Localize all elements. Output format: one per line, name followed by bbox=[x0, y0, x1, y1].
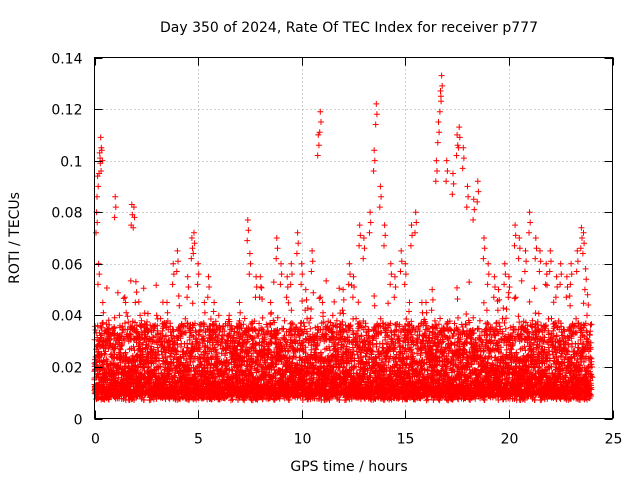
data-point bbox=[285, 299, 292, 306]
data-point bbox=[124, 313, 131, 320]
data-points bbox=[91, 72, 596, 404]
data-point bbox=[299, 298, 306, 304]
data-point bbox=[121, 294, 128, 301]
data-point bbox=[186, 372, 193, 379]
data-point bbox=[94, 322, 101, 329]
data-point bbox=[154, 344, 161, 351]
data-point bbox=[111, 314, 118, 321]
data-point bbox=[182, 323, 188, 330]
data-point bbox=[280, 325, 287, 332]
data-point bbox=[167, 323, 174, 330]
data-point bbox=[297, 320, 304, 327]
data-point bbox=[147, 379, 154, 386]
data-point bbox=[336, 285, 343, 292]
data-point bbox=[157, 315, 164, 322]
data-point bbox=[145, 310, 151, 317]
data-point bbox=[281, 317, 288, 324]
data-point bbox=[166, 373, 173, 380]
data-point bbox=[175, 293, 182, 299]
x-axis-label: GPS time / hours bbox=[290, 459, 407, 475]
data-point bbox=[127, 381, 134, 388]
data-point bbox=[331, 298, 338, 305]
data-point bbox=[371, 302, 378, 309]
data-point bbox=[323, 277, 330, 284]
data-point bbox=[182, 351, 189, 357]
data-point bbox=[162, 333, 169, 340]
data-point bbox=[307, 325, 314, 332]
data-point bbox=[174, 341, 181, 348]
data-point bbox=[111, 325, 118, 332]
data-point bbox=[307, 315, 314, 322]
data-point bbox=[371, 293, 378, 299]
data-point bbox=[119, 340, 126, 347]
data-point bbox=[153, 282, 160, 289]
data-point bbox=[101, 351, 108, 358]
data-point bbox=[169, 367, 176, 374]
data-point bbox=[186, 336, 193, 343]
data-point bbox=[172, 374, 179, 381]
data-point bbox=[96, 367, 103, 374]
data-point bbox=[152, 358, 159, 365]
data-point bbox=[176, 302, 183, 309]
data-point bbox=[127, 277, 134, 284]
data-point bbox=[308, 306, 315, 313]
data-point bbox=[141, 396, 147, 403]
data-point bbox=[270, 279, 277, 286]
data-point bbox=[310, 289, 317, 296]
data-point bbox=[316, 295, 323, 302]
data-point bbox=[103, 321, 110, 328]
data-point bbox=[114, 289, 121, 296]
data-point bbox=[259, 314, 266, 321]
data-point bbox=[92, 327, 99, 333]
data-point bbox=[183, 356, 190, 363]
data-point bbox=[128, 333, 135, 339]
data-point bbox=[150, 346, 157, 353]
data-point bbox=[201, 365, 208, 372]
data-point bbox=[182, 315, 189, 322]
data-point bbox=[274, 314, 281, 321]
data-point bbox=[131, 397, 137, 403]
data-point bbox=[385, 300, 392, 307]
data-point bbox=[241, 315, 248, 322]
data-point bbox=[288, 307, 295, 314]
y-axis-label: ROTI / TECUs bbox=[7, 192, 23, 284]
data-point bbox=[190, 359, 196, 365]
data-point bbox=[135, 298, 142, 305]
data-point bbox=[140, 285, 147, 292]
data-point bbox=[145, 363, 152, 370]
data-point bbox=[144, 318, 150, 325]
data-point bbox=[391, 328, 398, 335]
data-point bbox=[196, 328, 203, 335]
data-point bbox=[120, 295, 127, 302]
data-point bbox=[138, 317, 145, 324]
chart-title: Day 350 of 2024, Rate Of TEC Index for r… bbox=[160, 20, 538, 36]
data-point bbox=[115, 374, 122, 381]
data-point bbox=[110, 367, 117, 374]
data-point bbox=[192, 320, 198, 327]
data-point bbox=[189, 300, 196, 307]
data-point bbox=[103, 375, 110, 382]
data-point bbox=[173, 348, 180, 355]
data-point bbox=[103, 285, 110, 291]
data-point bbox=[161, 339, 168, 345]
data-point bbox=[197, 327, 204, 334]
data-point bbox=[125, 319, 132, 326]
data-point bbox=[355, 299, 362, 306]
data-point bbox=[121, 337, 128, 343]
data-point bbox=[317, 337, 324, 343]
data-point bbox=[131, 347, 138, 354]
data-point bbox=[258, 284, 265, 291]
data-point bbox=[211, 299, 218, 306]
data-point bbox=[134, 328, 141, 335]
data-point bbox=[340, 310, 347, 317]
data-point bbox=[122, 349, 129, 356]
data-point bbox=[210, 308, 217, 315]
data-point bbox=[288, 320, 295, 326]
data-point bbox=[317, 294, 324, 301]
data-point bbox=[195, 345, 202, 352]
